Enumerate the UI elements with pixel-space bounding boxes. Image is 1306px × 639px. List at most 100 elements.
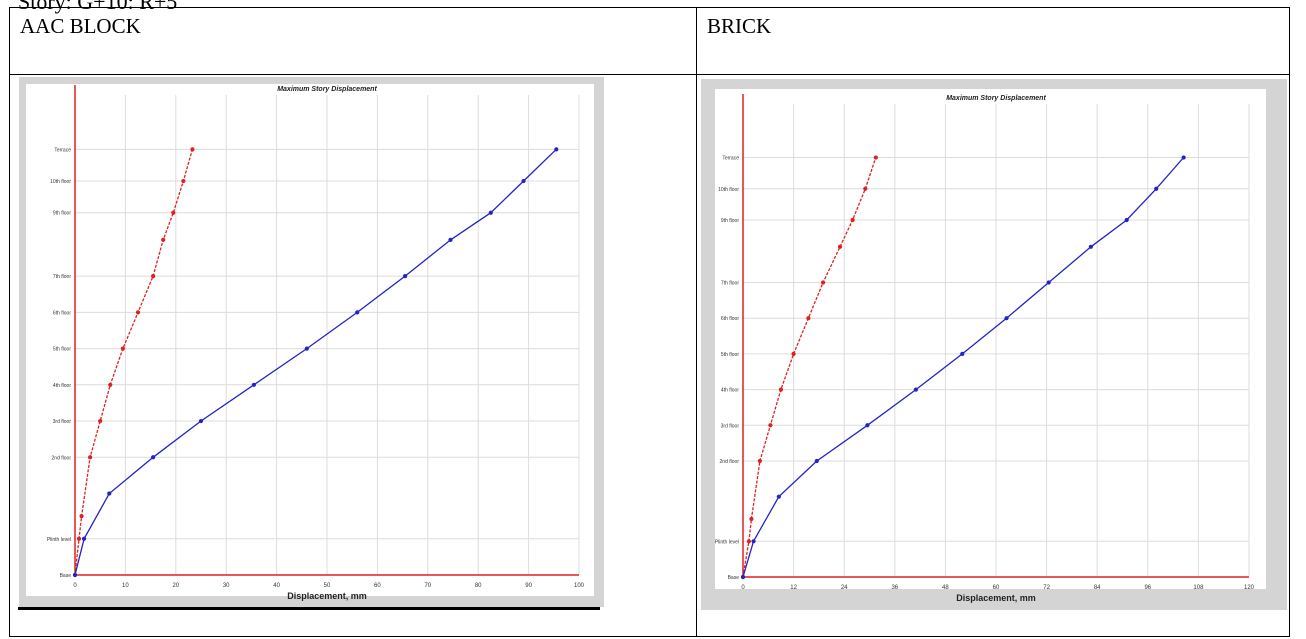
- data-point: [1046, 280, 1051, 285]
- x-tick-label: 48: [942, 585, 949, 591]
- x-tick-label: 40: [273, 583, 280, 589]
- y-tick-label: Base: [60, 573, 72, 579]
- data-point: [768, 423, 773, 428]
- x-tick-label: 24: [841, 585, 848, 591]
- y-tick-label: Terrace: [722, 156, 739, 162]
- data-point: [776, 494, 781, 499]
- data-point: [757, 458, 762, 464]
- data-point: [81, 536, 87, 541]
- y-tick-label: 7th floor: [53, 274, 71, 280]
- x-tick-label: 10: [122, 583, 129, 589]
- data-point: [488, 210, 493, 215]
- comparison-table: AAC BLOCK BRICK Maximum Story Displaceme…: [9, 7, 1290, 637]
- data-point: [751, 539, 756, 544]
- x-tick-label: 36: [891, 585, 898, 591]
- y-tick-label: Plinth level: [715, 539, 739, 545]
- chart-frame: [26, 84, 594, 596]
- header-aac-block: AAC BLOCK: [20, 14, 141, 38]
- y-tick-label: 6th floor: [53, 310, 71, 316]
- data-point: [1154, 186, 1159, 191]
- header-cell-left: AAC BLOCK: [9, 7, 697, 75]
- x-tick-label: 60: [374, 583, 381, 589]
- x-tick-label: 100: [574, 583, 585, 589]
- data-point: [814, 458, 819, 464]
- x-tick-label: 90: [525, 583, 532, 589]
- data-point: [181, 178, 186, 184]
- data-point: [554, 147, 559, 152]
- data-point: [863, 186, 868, 191]
- data-point: [1004, 316, 1009, 321]
- y-tick-label: 7th floor: [721, 280, 739, 286]
- data-point: [1124, 217, 1129, 223]
- data-point: [98, 418, 103, 424]
- x-axis-label: Displacement, mm: [287, 591, 367, 601]
- data-point: [873, 155, 878, 160]
- y-tick-label: 10th floor: [50, 179, 71, 185]
- chart-brick: Maximum Story Displacement 0 12 24 36 48 60 72 8…: [701, 79, 1287, 610]
- data-point: [76, 536, 82, 541]
- data-point: [79, 514, 84, 519]
- data-point: [448, 237, 453, 243]
- x-tick-label: 12: [790, 585, 797, 591]
- data-point: [88, 455, 93, 460]
- chart-title: Maximum Story Displacement: [277, 86, 377, 93]
- x-tick-label: 0: [741, 585, 745, 591]
- y-tick-label: Plinth level: [47, 537, 71, 543]
- y-tick-label: 4th floor: [721, 388, 739, 394]
- x-tick-label: 20: [172, 583, 179, 589]
- x-tick-label: 60: [993, 585, 1000, 591]
- x-tick-label: 72: [1043, 585, 1050, 591]
- y-tick-label: 10th floor: [718, 187, 739, 193]
- x-tick-label: 84: [1094, 585, 1101, 591]
- x-tick-label: 80: [475, 583, 482, 589]
- y-tick-label: 3rd floor: [721, 423, 740, 429]
- data-point: [837, 244, 843, 249]
- data-point: [778, 387, 784, 392]
- y-tick-label: 4th floor: [53, 383, 71, 389]
- data-point: [171, 210, 176, 215]
- x-tick-label: 0: [73, 583, 77, 589]
- header-brick: BRICK: [707, 14, 772, 38]
- chart-cell-left: Maximum Story Displacement 0 10 20 30 40 50 60 7…: [9, 74, 697, 637]
- chart-frame: [715, 89, 1266, 589]
- data-point: [865, 423, 870, 428]
- data-point: [1088, 244, 1093, 249]
- y-tick-label: 5th floor: [53, 347, 71, 353]
- data-point: [355, 310, 360, 315]
- data-point: [251, 382, 257, 387]
- data-point: [806, 316, 811, 321]
- data-point: [151, 455, 156, 460]
- x-tick-label: 30: [223, 583, 230, 589]
- x-tick-label: 70: [424, 583, 431, 589]
- data-point: [135, 310, 141, 315]
- data-point: [151, 274, 156, 279]
- x-tick-label: 108: [1193, 585, 1204, 591]
- data-point: [161, 237, 166, 243]
- data-point: [198, 418, 204, 424]
- chart-cell-right: Maximum Story Displacement 0 12 24 36 48 60 72 8…: [696, 74, 1290, 637]
- data-point: [740, 574, 746, 580]
- data-point: [72, 572, 78, 578]
- chart-aac-block: Maximum Story Displacement 0 10 20 30 40 50 60 7…: [19, 77, 604, 607]
- chart-underline: [18, 607, 600, 610]
- data-point: [304, 346, 309, 351]
- y-tick-label: 9th floor: [721, 218, 739, 224]
- data-point: [749, 516, 754, 522]
- y-tick-label: 3rd floor: [53, 419, 72, 425]
- y-tick-label: 6th floor: [721, 316, 739, 322]
- data-point: [108, 382, 113, 387]
- x-tick-label: 96: [1144, 585, 1151, 591]
- data-point: [190, 147, 195, 152]
- data-point: [521, 178, 526, 184]
- data-point: [960, 351, 965, 356]
- data-point: [850, 217, 855, 223]
- x-tick-label: 50: [324, 583, 331, 589]
- chart-title: Maximum Story Displacement: [946, 95, 1046, 102]
- data-point: [821, 280, 826, 285]
- data-point: [107, 491, 112, 496]
- y-tick-label: 2nd floor: [52, 455, 72, 461]
- y-tick-label: 2nd floor: [720, 459, 740, 465]
- header-cell-right: BRICK: [696, 7, 1290, 75]
- data-point: [403, 274, 408, 279]
- x-tick-label: 120: [1244, 585, 1255, 591]
